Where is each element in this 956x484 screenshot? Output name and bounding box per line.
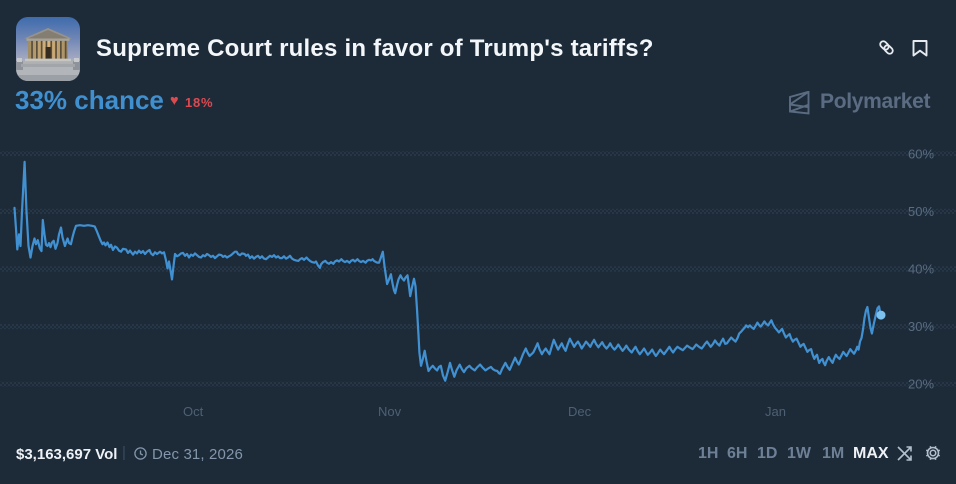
svg-text:60%: 60% — [908, 146, 934, 161]
svg-text:30%: 30% — [908, 319, 934, 334]
svg-text:Dec: Dec — [568, 404, 592, 419]
svg-text:Nov: Nov — [378, 404, 402, 419]
svg-text:Oct: Oct — [183, 404, 204, 419]
svg-text:20%: 20% — [908, 377, 934, 392]
svg-text:Jan: Jan — [765, 404, 786, 419]
svg-text:50%: 50% — [908, 204, 934, 219]
svg-text:40%: 40% — [908, 262, 934, 277]
